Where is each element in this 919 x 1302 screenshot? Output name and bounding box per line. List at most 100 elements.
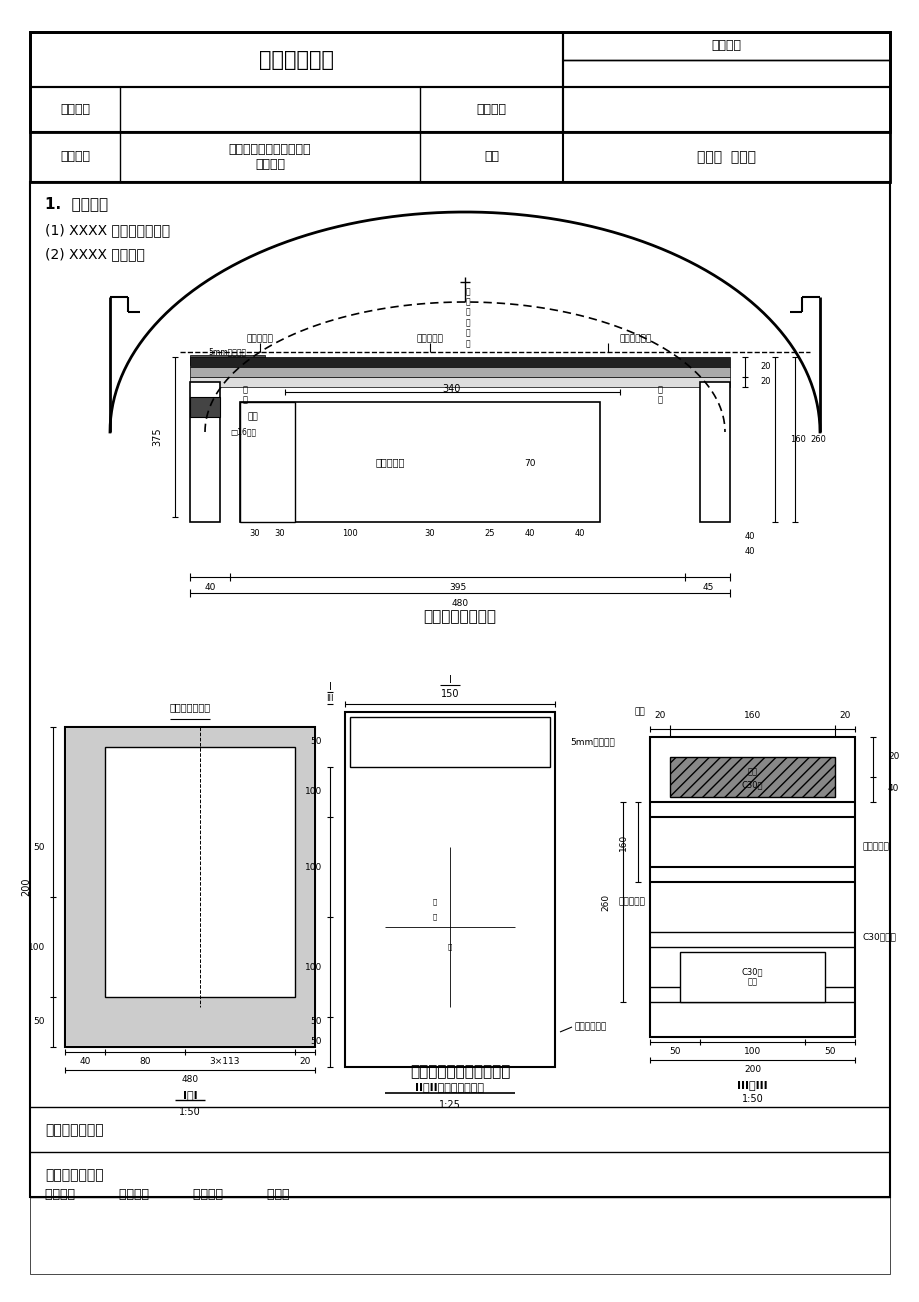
Text: 30: 30 (249, 530, 260, 539)
Text: 检查井通道布置断面详图: 检查井通道布置断面详图 (409, 1065, 510, 1079)
Text: 检: 检 (448, 944, 451, 950)
Text: 检查井通道: 检查井通道 (375, 457, 404, 467)
Text: 20: 20 (759, 378, 770, 387)
Text: 踏蹬: 踏蹬 (247, 413, 257, 422)
Text: 70: 70 (524, 460, 535, 469)
Text: 1.  编制依据: 1. 编制依据 (45, 197, 108, 211)
Text: 接收人员签名：: 接收人员签名： (45, 1168, 104, 1182)
Text: 20: 20 (838, 711, 850, 720)
Text: I: I (328, 682, 331, 691)
Text: 340: 340 (442, 384, 460, 395)
Bar (669, 756, 834, 797)
Bar (65, 727, 314, 1047)
Text: 行
楼
道
中
间
线: 行 楼 道 中 间 线 (465, 286, 470, 348)
Text: III－III: III－III (736, 1079, 767, 1090)
Text: 30: 30 (425, 530, 435, 539)
Text: 50: 50 (668, 1048, 680, 1056)
Text: 45: 45 (701, 583, 713, 592)
Text: 40: 40 (887, 785, 899, 793)
Text: 检查井通道布置图: 检查井通道布置图 (423, 609, 496, 625)
Text: 40: 40 (524, 530, 535, 539)
Text: 100: 100 (342, 530, 357, 539)
Text: 3×113: 3×113 (210, 1057, 240, 1066)
Bar (30, 33, 889, 182)
Text: 25: 25 (484, 530, 494, 539)
Text: 20: 20 (299, 1057, 311, 1066)
Text: 50: 50 (823, 1048, 834, 1056)
Text: 395: 395 (448, 583, 466, 592)
Text: 设计高程点: 设计高程点 (416, 335, 443, 344)
Text: 20: 20 (887, 753, 899, 762)
Text: 40: 40 (744, 533, 754, 542)
Text: II－II（检查井断面）: II－II（检查井断面） (415, 1082, 484, 1092)
Text: 260: 260 (809, 435, 825, 444)
Text: 40: 40 (574, 530, 584, 539)
Text: 检查井通道: 检查井通道 (862, 842, 889, 852)
Text: 30: 30 (275, 530, 285, 539)
Text: C30混凝土: C30混凝土 (862, 932, 896, 941)
Text: 检: 检 (433, 898, 437, 905)
Bar (190, 378, 729, 387)
Text: 40: 40 (79, 1057, 91, 1066)
Bar (190, 367, 729, 378)
Text: 50: 50 (311, 1017, 322, 1026)
Text: 480: 480 (451, 599, 468, 608)
Text: 50: 50 (33, 1017, 45, 1026)
Text: 交底编号: 交底编号 (710, 39, 741, 52)
Text: 100: 100 (304, 862, 322, 871)
Bar (190, 397, 220, 417)
Text: 深埋段中央排水沟检查井
施工交底: 深埋段中央排水沟检查井 施工交底 (229, 143, 311, 171)
Text: 检查井口盖板: 检查井口盖板 (574, 1022, 607, 1031)
Text: 200: 200 (21, 878, 31, 896)
Bar (66, 728, 313, 1046)
Text: 1:50: 1:50 (741, 1094, 763, 1104)
Text: 375: 375 (152, 427, 162, 447)
Text: 查: 查 (433, 914, 437, 921)
Bar (240, 402, 295, 522)
Text: 工程名称: 工程名称 (60, 103, 90, 116)
Bar (105, 747, 295, 997)
Bar (349, 717, 550, 767)
Text: 5mm隔离铜板: 5mm隔离铜板 (570, 737, 614, 746)
Text: 160: 160 (743, 711, 760, 720)
Text: 5mm隔离铜板: 5mm隔离铜板 (208, 348, 245, 357)
Text: 20: 20 (653, 711, 665, 720)
Bar (679, 952, 824, 1003)
Bar (345, 712, 554, 1068)
Text: 蓬
板: 蓬 板 (657, 385, 662, 405)
Text: 100: 100 (28, 943, 45, 952)
Text: 100: 100 (304, 962, 322, 971)
Text: 50: 50 (311, 1038, 322, 1047)
Text: 编制人：           复核人：           审批人：           时间：: 编制人： 复核人： 审批人： 时间： (45, 1187, 289, 1200)
Text: 40: 40 (204, 583, 215, 592)
Text: I: I (448, 674, 451, 685)
Bar (699, 381, 729, 522)
Text: 施工技术交底: 施工技术交底 (259, 49, 334, 69)
Text: 中央排水沟: 中央排水沟 (618, 897, 644, 906)
Text: 主送部门: 主送部门 (476, 103, 506, 116)
Text: C30混: C30混 (741, 780, 763, 789)
Text: C30混
凝土: C30混 凝土 (741, 967, 763, 987)
Text: 踏
板: 踏 板 (243, 385, 247, 405)
Text: 200: 200 (743, 1065, 760, 1074)
Text: 100: 100 (743, 1048, 760, 1056)
Text: 80: 80 (139, 1057, 151, 1066)
Text: III: III (326, 694, 334, 703)
Text: □16钢筋: □16钢筋 (230, 427, 255, 436)
Text: (2) XXXX 施工图纸: (2) XXXX 施工图纸 (45, 247, 144, 260)
Bar (30, 182, 889, 1197)
Text: 1:25: 1:25 (438, 1100, 460, 1111)
Text: 台阶: 台阶 (633, 707, 644, 716)
Text: 160: 160 (618, 833, 628, 850)
Text: I－I: I－I (183, 1090, 197, 1100)
Text: 50: 50 (311, 737, 322, 746)
Bar (240, 402, 599, 522)
Text: 结构设计基线: 结构设计基线 (619, 335, 652, 344)
Bar (190, 381, 220, 522)
Text: 40: 40 (744, 548, 754, 556)
Text: 1:50: 1:50 (179, 1107, 200, 1117)
Text: 100: 100 (304, 788, 322, 797)
Text: 160: 160 (789, 435, 805, 444)
Bar (190, 357, 729, 367)
Bar (650, 737, 854, 1036)
